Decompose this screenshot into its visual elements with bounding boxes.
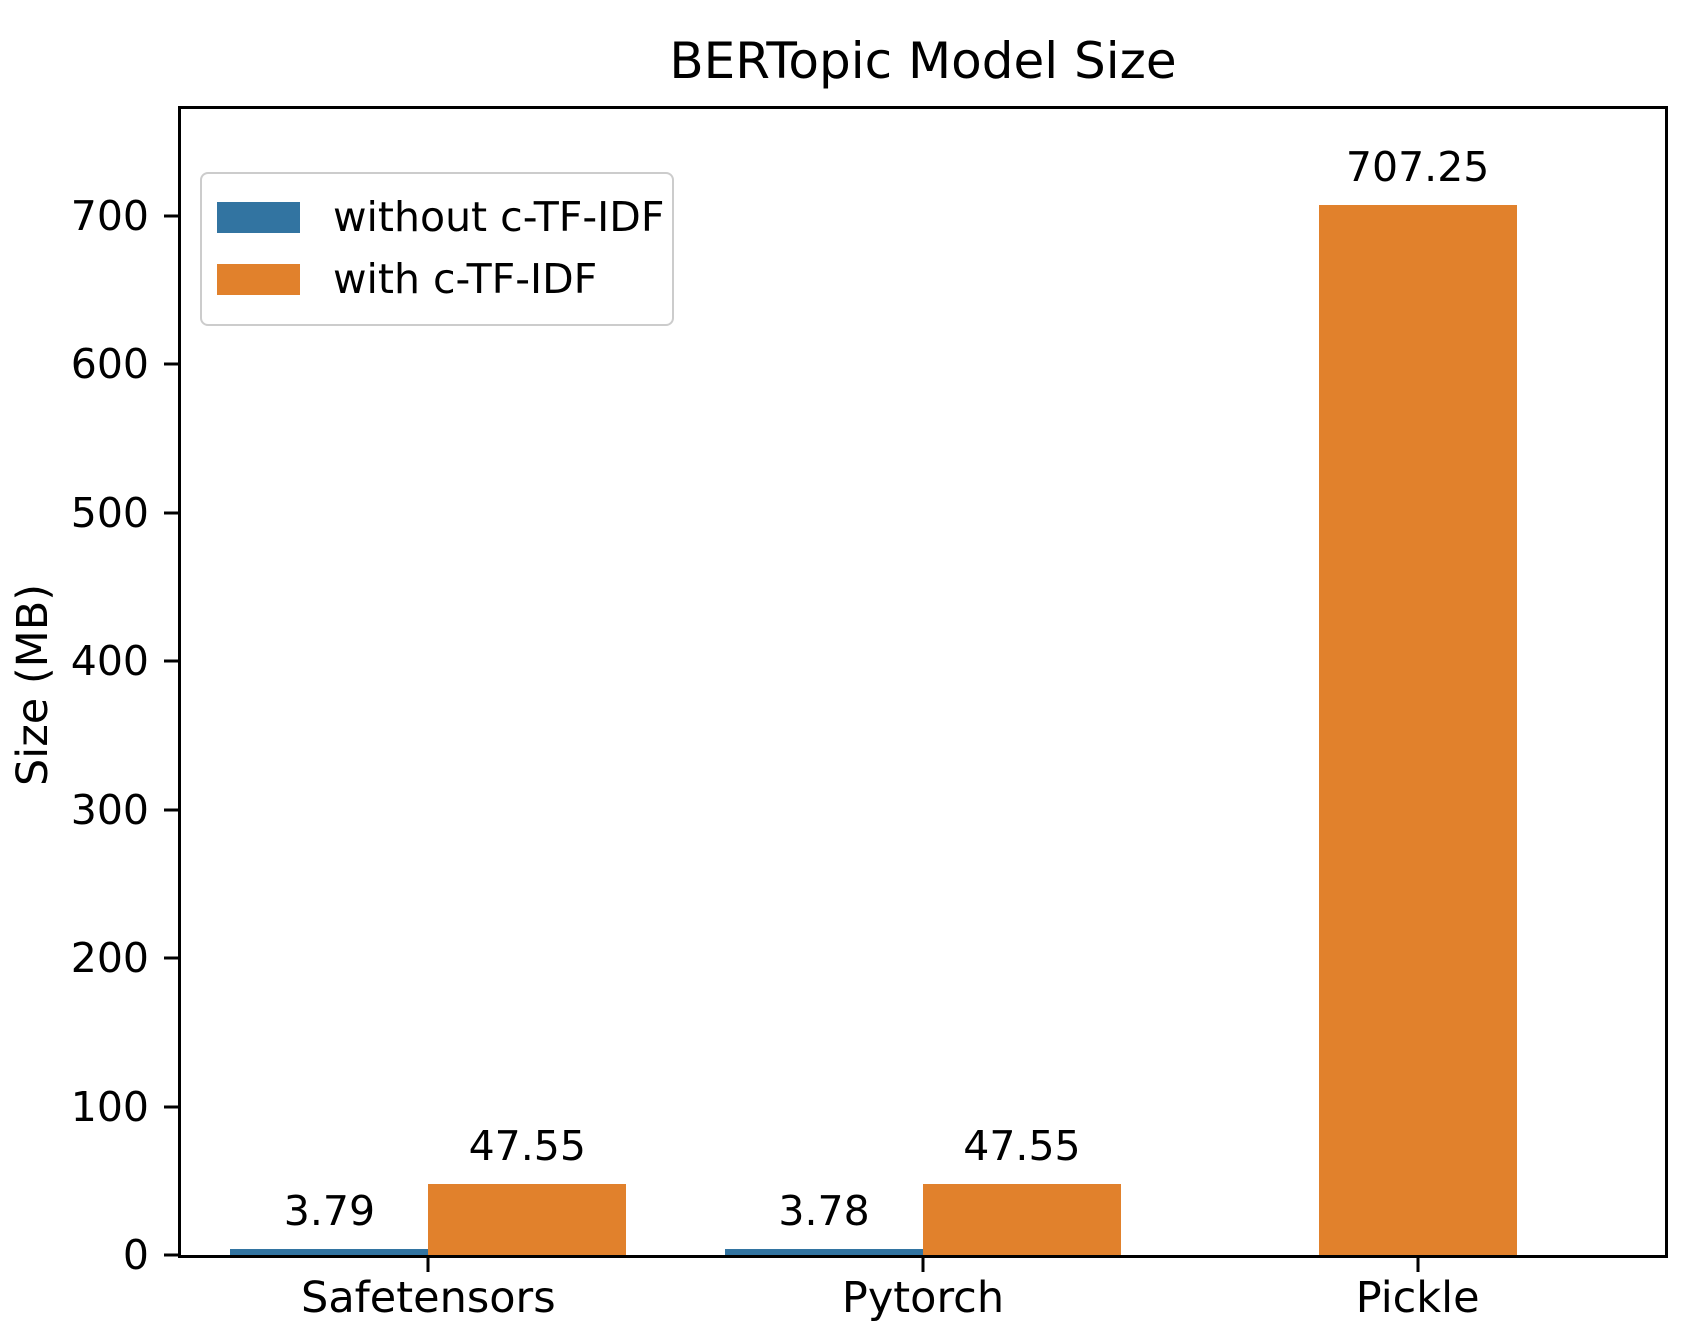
y-tick-mark-700 bbox=[164, 214, 181, 218]
bar-value-label-pytorch-without-c-tf-idf: 3.78 bbox=[778, 1187, 870, 1236]
y-tick-label-100: 100 bbox=[70, 1082, 149, 1131]
plot-area: without c-TF-IDF with c-TF-IDF 3.79 47.55… bbox=[71, 106, 1668, 1323]
legend-swatch-with-c-tf-idf bbox=[217, 263, 300, 295]
y-tick-mark-300 bbox=[164, 808, 181, 812]
y-tick-mark-400 bbox=[164, 659, 181, 663]
bar-value-label-pickle-with-c-tf-idf: 707.25 bbox=[1345, 143, 1490, 192]
y-tick-label-500: 500 bbox=[70, 488, 149, 537]
legend-item-with-c-tf-idf: with c-TF-IDF bbox=[202, 248, 672, 310]
y-tick-mark-500 bbox=[164, 511, 181, 515]
y-tick-label-0: 0 bbox=[122, 1231, 149, 1279]
x-tick-mark-safetensors bbox=[426, 1255, 430, 1272]
chart-title: BERTopic Model Size bbox=[669, 32, 1177, 90]
legend-label-without-c-tf-idf: without c-TF-IDF bbox=[333, 193, 665, 241]
x-tick-label-safetensors: Safetensors bbox=[301, 1273, 556, 1323]
bar-value-label-safetensors-with-c-tf-idf: 47.55 bbox=[468, 1122, 586, 1171]
x-tick-mark-pytorch bbox=[921, 1255, 925, 1272]
legend-swatch-without-c-tf-idf bbox=[217, 201, 300, 233]
bar-pytorch-without-c-tf-idf bbox=[725, 1249, 923, 1255]
y-tick-label-300: 300 bbox=[70, 785, 149, 834]
bar-value-label-safetensors-without-c-tf-idf: 3.79 bbox=[283, 1187, 376, 1236]
x-tick-mark-pickle bbox=[1416, 1255, 1420, 1272]
bar-pickle-with-c-tf-idf bbox=[1318, 205, 1517, 1255]
bar-safetensors-without-c-tf-idf bbox=[230, 1249, 429, 1255]
bar-safetensors-with-c-tf-idf bbox=[428, 1184, 627, 1255]
bar-value-label-pytorch-with-c-tf-idf: 47.55 bbox=[963, 1122, 1081, 1171]
y-tick-label-600: 600 bbox=[70, 340, 149, 389]
y-tick-label-200: 200 bbox=[70, 934, 149, 983]
y-tick-mark-200 bbox=[164, 956, 181, 960]
y-tick-mark-100 bbox=[164, 1105, 181, 1109]
x-tick-label-pytorch: Pytorch bbox=[841, 1273, 1005, 1323]
legend-label-with-c-tf-idf: with c-TF-IDF bbox=[333, 255, 598, 303]
y-axis-label: Size (MB) bbox=[8, 583, 58, 787]
y-tick-mark-600 bbox=[164, 362, 181, 366]
bar-pytorch-with-c-tf-idf bbox=[923, 1184, 1121, 1255]
x-tick-label-pickle: Pickle bbox=[1355, 1273, 1480, 1323]
legend-item-without-c-tf-idf: without c-TF-IDF bbox=[202, 186, 672, 248]
y-tick-label-700: 700 bbox=[70, 191, 149, 240]
y-tick-mark-0 bbox=[164, 1253, 181, 1257]
legend: without c-TF-IDF with c-TF-IDF bbox=[200, 172, 674, 326]
y-tick-label-400: 400 bbox=[70, 637, 149, 686]
